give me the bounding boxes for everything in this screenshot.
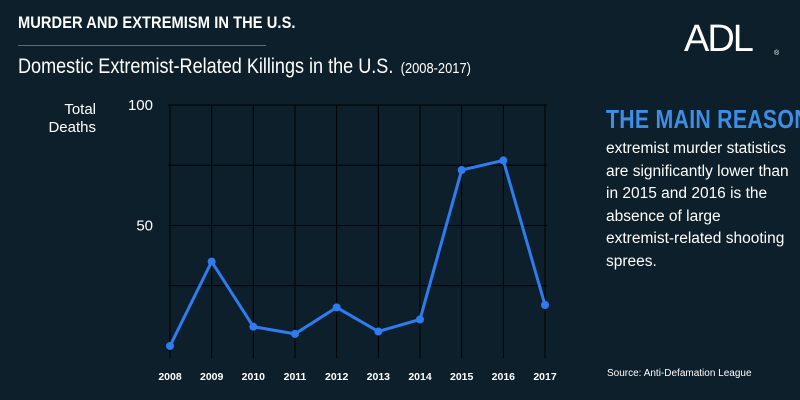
sidebar-heading: THE MAIN REASON: [606, 104, 800, 134]
x-tick-label: 2009: [200, 371, 224, 383]
y-tick-label: 50: [136, 217, 153, 234]
data-point: [291, 329, 299, 338]
data-point: [332, 303, 341, 312]
sidebar-body: extremist murder statistics are signific…: [606, 140, 789, 270]
data-point: [207, 257, 216, 266]
source-note: Source: Anti-Defamation League: [607, 368, 752, 379]
x-tick-label: 2014: [408, 371, 432, 383]
data-point: [416, 315, 424, 324]
header-kicker: MURDER AND EXTREMISM IN THE U.S.: [18, 13, 296, 32]
data-point: [499, 156, 508, 165]
x-tick-label: 2012: [325, 371, 349, 383]
data-point: [166, 341, 174, 350]
adl-logo: ADL: [684, 18, 754, 60]
data-point: [457, 166, 466, 175]
x-tick-label: 2013: [367, 371, 391, 383]
y-axis-label: Total Deaths: [20, 101, 96, 137]
x-tick-label: 2016: [492, 371, 516, 383]
adl-logo-registered-mark: ®: [774, 50, 780, 57]
chart-title-range: (2008-2017): [400, 60, 471, 77]
data-point: [249, 322, 258, 331]
chart-title-main: Domestic Extremist-Related Killings in t…: [18, 55, 394, 78]
x-tick-label: 2010: [242, 371, 266, 383]
chart-title: Domestic Extremist-Related Killings in t…: [18, 55, 471, 79]
y-axis-label-line-1: Total: [64, 101, 96, 118]
x-tick-label: 2015: [450, 371, 474, 383]
x-tick-label: 2008: [158, 371, 182, 383]
data-point: [374, 327, 383, 336]
header-rule: [18, 45, 266, 46]
x-tick-label: 2017: [533, 371, 557, 383]
x-tick-label: 2011: [284, 371, 307, 383]
series-line: [168, 158, 547, 347]
y-tick-label: 100: [128, 97, 153, 114]
data-point: [541, 300, 549, 309]
y-axis-label-line-2: Deaths: [48, 119, 96, 136]
